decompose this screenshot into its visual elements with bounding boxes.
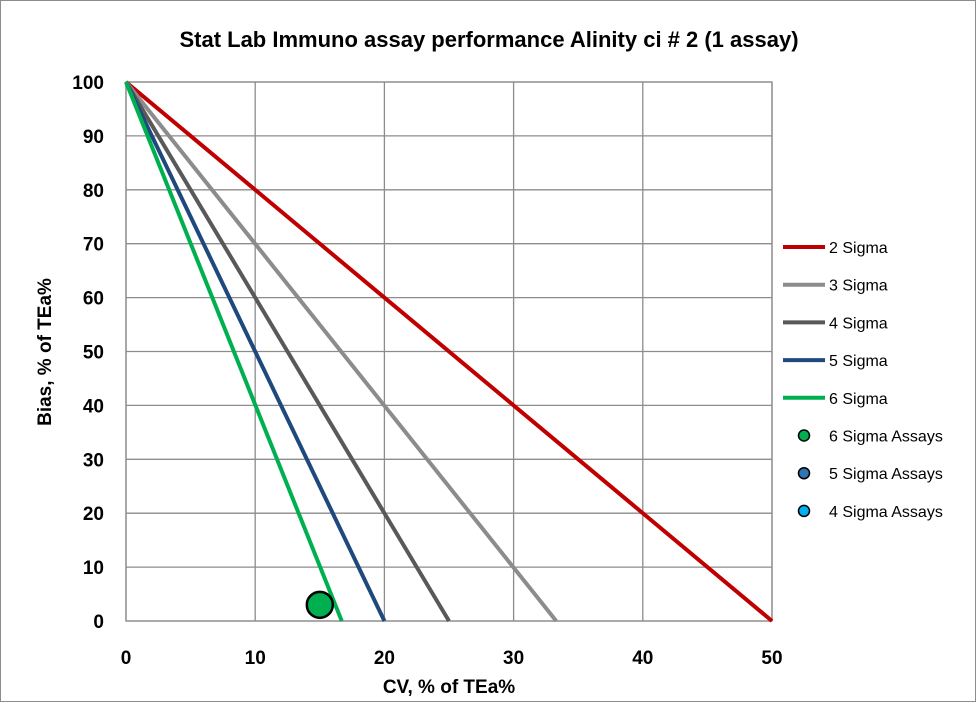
y-tick-label: 30 xyxy=(83,450,104,471)
x-tick-labels: 0 10 20 30 40 50 xyxy=(121,648,783,669)
y-tick-label: 90 xyxy=(83,127,104,148)
legend-dot-marker xyxy=(797,466,811,480)
x-tick-label: 50 xyxy=(761,648,782,669)
chart-title: Stat Lab Immuno assay performance Alinit… xyxy=(179,27,798,52)
y-tick-label: 100 xyxy=(72,73,104,94)
legend-label: 4 Sigma xyxy=(829,315,888,332)
scatter-point xyxy=(305,590,335,620)
y-tick-label: 80 xyxy=(83,181,104,202)
y-tick-label: 50 xyxy=(83,343,104,364)
y-tick-label: 0 xyxy=(93,612,104,633)
series-group xyxy=(124,80,774,623)
legend-label: 6 Sigma Assays xyxy=(829,429,943,446)
legend-label: 3 Sigma xyxy=(829,278,888,295)
legend-label: 4 Sigma Assays xyxy=(829,504,943,521)
legend-label: 2 Sigma xyxy=(829,240,888,257)
y-tick-labels: 0 10 20 30 40 50 60 70 80 90 100 xyxy=(72,73,104,633)
legend: 2 Sigma 3 Sigma 4 Sigma 5 Sigma 6 Sigma 6 Sig… xyxy=(783,240,943,521)
legend-label: 6 Sigma xyxy=(829,391,888,408)
series-line-2 xyxy=(124,80,558,623)
series-line-5 xyxy=(124,81,344,622)
x-tick-label: 10 xyxy=(245,648,266,669)
y-tick-label: 20 xyxy=(83,504,104,525)
y-tick-label: 10 xyxy=(83,558,104,579)
legend-dot-marker xyxy=(797,504,811,518)
y-tick-label: 70 xyxy=(83,235,104,256)
x-tick-label: 40 xyxy=(632,648,653,669)
x-tick-label: 0 xyxy=(121,648,132,669)
legend-label: 5 Sigma xyxy=(829,353,888,370)
x-axis-label: CV, % of TEa% xyxy=(383,677,515,698)
series-line-1 xyxy=(124,80,774,623)
x-tick-label: 30 xyxy=(503,648,524,669)
legend-label: 5 Sigma Assays xyxy=(829,466,943,483)
y-axis-label: Bias, % of TEa% xyxy=(35,278,56,426)
series-line-3 xyxy=(124,80,451,623)
series-line-4 xyxy=(124,81,387,622)
legend-dot-marker xyxy=(797,429,811,442)
y-tick-label: 40 xyxy=(83,396,104,417)
y-tick-label: 60 xyxy=(83,289,104,310)
x-tick-label: 20 xyxy=(374,648,395,669)
